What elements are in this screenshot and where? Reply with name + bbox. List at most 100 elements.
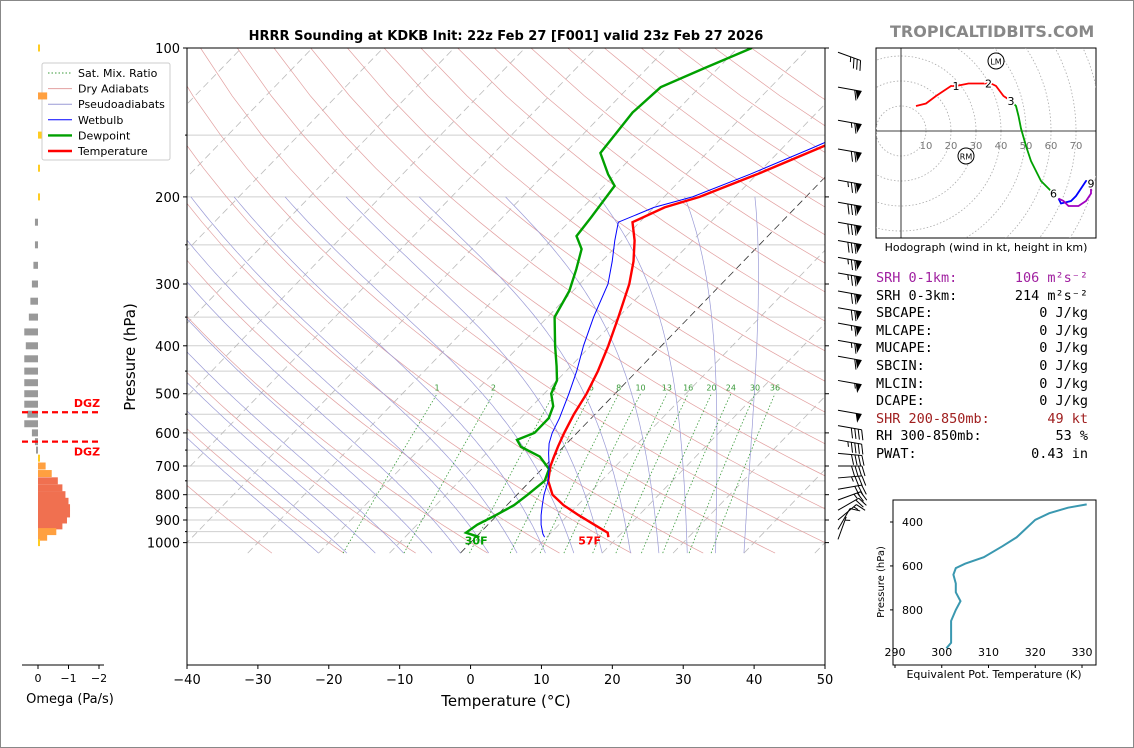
wind-barb-full: [850, 259, 854, 271]
wind-barb-full: [850, 442, 854, 453]
wind-barb-staff: [837, 239, 862, 246]
hodograph-ring-label: 40: [995, 141, 1008, 152]
mixing-ratio-label: 13: [662, 384, 672, 393]
wind-barb-staff: [837, 425, 862, 431]
mixing-ratio-line: [563, 393, 641, 554]
legend-label: Sat. Mix. Ratio: [78, 67, 158, 80]
mixing-ratio-label: 30: [750, 384, 760, 393]
theta-e-y-label: Pressure (hPa): [876, 546, 887, 618]
legend-box: [41, 62, 171, 161]
wind-barb-full: [850, 224, 854, 235]
omega-bar: [34, 218, 38, 226]
pseudoadiabat: [187, 318, 433, 554]
isotherm: [318, 48, 809, 554]
wind-barb: [837, 221, 862, 236]
wind-barb-flag: [855, 294, 862, 304]
index-label: SRH 0-3km:: [876, 287, 958, 304]
omega-bar: [24, 355, 38, 363]
wind-barb-full: [854, 486, 860, 496]
mixing-ratio-line: [710, 393, 776, 554]
wind-barb-flag: [855, 343, 862, 353]
wind-barb-half: [847, 274, 849, 280]
x-tick-label: 30: [675, 673, 692, 688]
storm-motion-label: RM: [960, 153, 973, 162]
wind-barb-flag: [855, 260, 862, 270]
wind-barb-full: [850, 242, 854, 254]
legend-label: Pseudoadiabats: [78, 98, 165, 111]
omega-bar: [38, 491, 66, 499]
wind-barb-half: [844, 519, 851, 521]
dry-adiabat: [187, 259, 560, 554]
omega-bar: [24, 400, 38, 408]
omega-bar: [38, 484, 63, 492]
mixing-ratio-label: 10: [635, 384, 645, 393]
dry-adiabat: [187, 484, 273, 554]
isotherm: [247, 48, 738, 554]
wind-barb-full: [850, 182, 854, 193]
height-marker: 9: [1088, 178, 1095, 191]
wind-barb: [837, 497, 867, 511]
wind-barb-full: [861, 465, 866, 477]
wind-barb-full: [850, 275, 854, 286]
legend-label: Wetbulb: [78, 114, 123, 127]
index-value: 0 J/kg: [1039, 357, 1088, 374]
wind-barb-full: [850, 427, 854, 439]
wind-barb-staff: [837, 307, 862, 313]
omega-bar: [24, 367, 38, 375]
wind-barb-full: [854, 310, 857, 322]
wind-barb-full: [854, 343, 857, 354]
wind-barb-full: [856, 59, 858, 70]
wind-barb: [837, 339, 862, 354]
wind-barb-staff: [837, 491, 861, 501]
index-label: PWAT:: [876, 445, 917, 462]
index-row: RH 300-850mb: 53 %: [876, 428, 1106, 446]
wind-barb-staff: [837, 339, 862, 346]
index-label: RH 300-850mb:: [876, 428, 982, 445]
wind-barb: [838, 465, 866, 477]
omega-bar: [27, 410, 38, 418]
wind-barb-flag: [855, 359, 862, 369]
wind-barb-half: [849, 56, 852, 63]
wind-barb-full: [854, 151, 857, 163]
wind-barb-flag: [855, 413, 862, 423]
wind-barb-full: [854, 205, 857, 216]
pseudoadiabat: [418, 196, 631, 554]
index-label: SRH 0-1km:: [876, 270, 958, 286]
hodograph-ring-label: 10: [920, 141, 933, 152]
x-tick-label: 0: [466, 673, 474, 688]
omega-bar: [38, 528, 57, 536]
wind-barb-full: [854, 225, 857, 236]
dry-adiabat: [187, 372, 416, 554]
wind-barb-full: [856, 504, 866, 511]
wind-barb-full: [850, 309, 854, 321]
index-label: SHR 200-850mb:: [876, 410, 990, 427]
wetbulb-profile: [540, 141, 825, 538]
index-row: SHR 200-850mb: 49 kt: [876, 411, 1106, 429]
wind-barb: [837, 322, 862, 337]
y-tick-label: 600: [155, 427, 180, 442]
wind-barb-half: [850, 342, 853, 348]
omega-bar: [36, 446, 38, 454]
omega-bar: [24, 390, 38, 398]
wind-barb-staff: [837, 475, 862, 479]
pseudoadiabat: [345, 196, 603, 554]
legend-label: Dewpoint: [78, 129, 131, 142]
wind-barb-full: [861, 484, 867, 495]
hodograph-caption: Hodograph (wind in kt, height in km): [885, 241, 1088, 254]
wind-barb-half: [853, 506, 859, 511]
wind-barb-staff: [837, 119, 862, 125]
hodograph-trace: [1058, 183, 1092, 207]
pseudoadiabat: [187, 437, 319, 554]
wind-barb-full: [855, 499, 864, 508]
wind-barb-flag: [855, 152, 862, 162]
omega-bar: [38, 92, 48, 100]
wind-barb: [837, 119, 862, 134]
wind-barb-staff: [837, 256, 862, 263]
hodograph-frame: [875, 47, 1097, 239]
wind-barb: [837, 148, 862, 163]
dgz-label: DGZ: [74, 397, 100, 410]
y-tick-label: 100: [155, 42, 180, 57]
height-marker: 6: [1050, 188, 1057, 201]
dry-adiabat: [347, 48, 825, 413]
